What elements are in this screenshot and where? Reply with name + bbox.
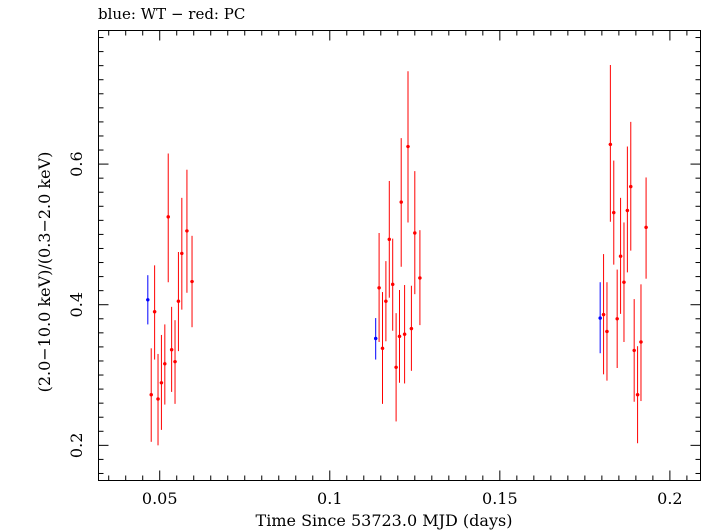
point-marker (622, 280, 626, 284)
data-point (402, 285, 407, 384)
point-marker (185, 229, 189, 233)
data-point (169, 306, 174, 392)
data-point (635, 346, 640, 444)
point-marker (387, 237, 391, 242)
data-point (149, 348, 153, 442)
data-point (173, 320, 177, 404)
data-point (156, 353, 160, 446)
point-marker (406, 144, 410, 149)
point-marker (190, 279, 194, 284)
data-point (394, 313, 398, 422)
data-point (373, 318, 378, 360)
data-point (166, 153, 170, 283)
point-marker (149, 393, 153, 397)
point-marker (169, 348, 174, 352)
point-marker (159, 381, 164, 385)
point-marker (608, 142, 613, 147)
point-marker (397, 334, 402, 339)
data-point (629, 121, 633, 251)
point-marker (394, 365, 398, 369)
x-tick-label: 0.2 (657, 489, 682, 508)
y-axis-label: (2.0−10.0 keV)/(0.3−2.0 keV) (35, 152, 54, 393)
point-marker (625, 208, 630, 213)
point-marker (598, 316, 602, 320)
point-marker (156, 397, 160, 401)
point-marker (152, 310, 157, 314)
series-pc (149, 64, 648, 446)
data-point (608, 64, 613, 222)
point-marker (618, 254, 623, 258)
data-point (418, 230, 422, 326)
y-tick-label: 0.6 (67, 151, 86, 176)
point-marker (384, 299, 388, 303)
series-wt (146, 275, 602, 360)
x-tick-label: 0.15 (482, 489, 518, 508)
y-axis-ticks: 0.2 0.4 0.6 (67, 37, 701, 474)
point-marker (166, 215, 170, 219)
data-point (152, 265, 157, 360)
point-marker (373, 336, 378, 341)
point-marker (399, 200, 403, 204)
point-marker (173, 359, 177, 364)
data-point (390, 238, 395, 331)
data-point (190, 235, 194, 328)
point-marker (635, 393, 640, 397)
data-point (644, 177, 648, 279)
y-tick-label: 0.4 (67, 292, 86, 317)
point-marker (644, 225, 648, 230)
point-marker (629, 184, 633, 189)
data-point (185, 169, 189, 293)
data-point (612, 160, 616, 265)
point-marker (409, 326, 414, 331)
y-tick-label: 0.2 (67, 433, 86, 458)
x-tick-label: 0.05 (142, 489, 178, 508)
point-marker (390, 282, 395, 287)
data-point (380, 292, 385, 404)
point-marker (402, 332, 407, 336)
data-point (180, 197, 184, 310)
point-marker (615, 317, 619, 321)
data-point (377, 233, 381, 342)
data-point (601, 254, 606, 375)
data-point (632, 299, 636, 402)
data-point (176, 251, 181, 352)
point-marker (413, 231, 417, 235)
plot-frame (98, 30, 701, 481)
point-marker (601, 312, 606, 317)
data-point (399, 138, 403, 267)
point-marker (418, 276, 422, 280)
data-point (413, 171, 417, 295)
point-marker (605, 329, 609, 334)
data-point (622, 222, 626, 342)
x-axis-label: Time Since 53723.0 MJD (days) (256, 511, 513, 530)
data-point (406, 71, 410, 223)
point-marker (176, 299, 181, 303)
data-point (409, 285, 414, 371)
data-point (598, 282, 602, 354)
chart-title: blue: WT − red: PC (98, 5, 246, 23)
point-marker (163, 362, 167, 366)
data-point (387, 180, 391, 298)
data-point (615, 269, 619, 368)
data-point (625, 146, 630, 273)
point-marker (632, 348, 636, 353)
data-point (146, 275, 150, 325)
point-marker (377, 286, 381, 290)
data-point (159, 334, 164, 430)
point-marker (146, 298, 150, 302)
data-point (605, 282, 609, 381)
x-axis-ticks: 0.05 0.1 0.15 0.2 (108, 30, 688, 508)
data-point (618, 197, 623, 314)
data-point (639, 284, 643, 402)
point-marker (380, 346, 385, 351)
data-series (146, 64, 648, 446)
x-tick-label: 0.1 (317, 489, 342, 508)
point-marker (612, 210, 616, 215)
data-point (163, 324, 167, 405)
point-marker (180, 251, 184, 256)
data-point (397, 289, 402, 383)
point-marker (639, 340, 643, 344)
data-point (384, 261, 388, 342)
